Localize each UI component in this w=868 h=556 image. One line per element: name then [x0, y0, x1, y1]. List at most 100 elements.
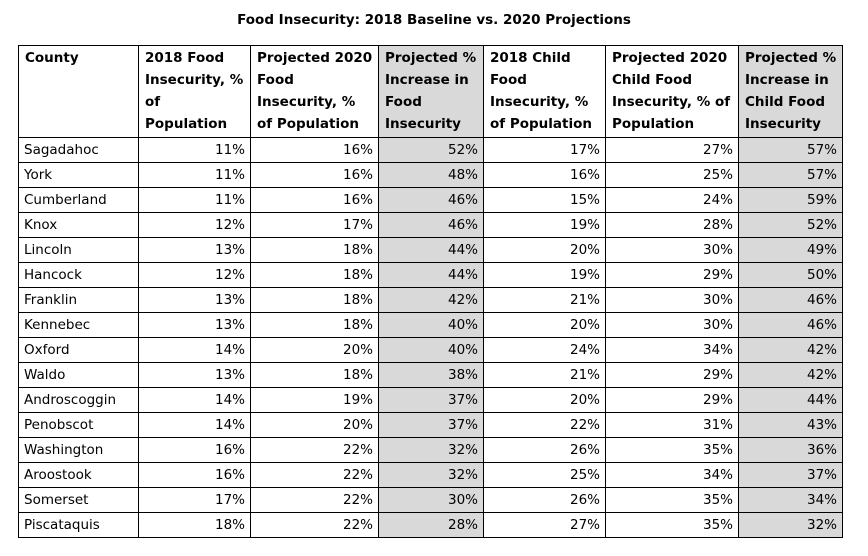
cell-projected-2020-child-food-insecurity: 34%	[605, 337, 739, 363]
table-row: Washington 16% 22% 32% 26% 35% 36%	[18, 437, 843, 463]
cell-projected-2020-food-insecurity: 16%	[250, 137, 379, 163]
cell-projected-2020-food-insecurity: 16%	[250, 162, 379, 188]
cell-projected-2020-child-food-insecurity: 28%	[605, 212, 739, 238]
cell-projected-increase-food-insecurity: 52%	[378, 137, 484, 163]
cell-2018-child-food-insecurity: 16%	[483, 162, 606, 188]
cell-projected-increase-food-insecurity: 46%	[378, 212, 484, 238]
table-row: Somerset 17% 22% 30% 26% 35% 34%	[18, 487, 843, 513]
cell-county: Hancock	[18, 262, 139, 288]
cell-projected-increase-child-food-insecurity: 36%	[738, 437, 843, 463]
cell-county: Cumberland	[18, 187, 139, 213]
cell-projected-increase-child-food-insecurity: 50%	[738, 262, 843, 288]
table-row: Piscataquis 18% 22% 28% 27% 35% 32%	[18, 512, 843, 538]
header-projected-2020-child-food-insecurity: Projected 2020 Child Food Insecurity, % …	[605, 45, 739, 138]
cell-projected-increase-food-insecurity: 30%	[378, 487, 484, 513]
cell-county: Sagadahoc	[18, 137, 139, 163]
cell-2018-food-insecurity: 16%	[138, 462, 251, 488]
cell-county: Androscoggin	[18, 387, 139, 413]
cell-projected-2020-food-insecurity: 16%	[250, 187, 379, 213]
cell-2018-child-food-insecurity: 17%	[483, 137, 606, 163]
cell-county: Waldo	[18, 362, 139, 388]
cell-projected-increase-child-food-insecurity: 44%	[738, 387, 843, 413]
cell-2018-child-food-insecurity: 15%	[483, 187, 606, 213]
cell-2018-child-food-insecurity: 20%	[483, 387, 606, 413]
cell-2018-food-insecurity: 13%	[138, 312, 251, 338]
cell-projected-2020-child-food-insecurity: 35%	[605, 512, 739, 538]
cell-projected-2020-food-insecurity: 22%	[250, 462, 379, 488]
cell-projected-2020-food-insecurity: 17%	[250, 212, 379, 238]
table-row: Knox 12% 17% 46% 19% 28% 52%	[18, 212, 843, 238]
cell-projected-increase-child-food-insecurity: 43%	[738, 412, 843, 438]
header-2018-food-insecurity: 2018 Food Insecurity, % of Population	[138, 45, 251, 138]
cell-projected-increase-child-food-insecurity: 57%	[738, 137, 843, 163]
cell-projected-increase-child-food-insecurity: 52%	[738, 212, 843, 238]
table-row: Hancock 12% 18% 44% 19% 29% 50%	[18, 262, 843, 288]
cell-2018-food-insecurity: 13%	[138, 362, 251, 388]
cell-projected-increase-food-insecurity: 46%	[378, 187, 484, 213]
cell-projected-2020-child-food-insecurity: 30%	[605, 237, 739, 263]
cell-projected-increase-child-food-insecurity: 46%	[738, 312, 843, 338]
cell-projected-increase-child-food-insecurity: 34%	[738, 487, 843, 513]
cell-2018-child-food-insecurity: 21%	[483, 362, 606, 388]
table-row: Cumberland 11% 16% 46% 15% 24% 59%	[18, 187, 843, 213]
cell-county: York	[18, 162, 139, 188]
table-row: Androscoggin 14% 19% 37% 20% 29% 44%	[18, 387, 843, 413]
cell-2018-food-insecurity: 11%	[138, 137, 251, 163]
cell-county: Somerset	[18, 487, 139, 513]
cell-projected-2020-child-food-insecurity: 24%	[605, 187, 739, 213]
cell-2018-child-food-insecurity: 26%	[483, 487, 606, 513]
cell-projected-2020-food-insecurity: 20%	[250, 337, 379, 363]
cell-projected-2020-food-insecurity: 18%	[250, 362, 379, 388]
header-2018-child-food-insecurity: 2018 Child Food Insecurity, % of Populat…	[483, 45, 606, 138]
cell-2018-food-insecurity: 11%	[138, 162, 251, 188]
table-row: Aroostook 16% 22% 32% 25% 34% 37%	[18, 462, 843, 488]
cell-2018-child-food-insecurity: 21%	[483, 287, 606, 313]
cell-2018-food-insecurity: 17%	[138, 487, 251, 513]
table-row: Kennebec 13% 18% 40% 20% 30% 46%	[18, 312, 843, 338]
cell-projected-increase-child-food-insecurity: 37%	[738, 462, 843, 488]
cell-projected-2020-child-food-insecurity: 30%	[605, 312, 739, 338]
cell-projected-increase-child-food-insecurity: 46%	[738, 287, 843, 313]
cell-projected-increase-food-insecurity: 40%	[378, 312, 484, 338]
cell-projected-2020-food-insecurity: 22%	[250, 487, 379, 513]
cell-county: Kennebec	[18, 312, 139, 338]
cell-projected-2020-food-insecurity: 22%	[250, 512, 379, 538]
table-title: Food Insecurity: 2018 Baseline vs. 2020 …	[237, 12, 631, 28]
cell-projected-2020-child-food-insecurity: 31%	[605, 412, 739, 438]
cell-projected-2020-food-insecurity: 22%	[250, 437, 379, 463]
cell-county: Piscataquis	[18, 512, 139, 538]
cell-projected-increase-food-insecurity: 42%	[378, 287, 484, 313]
cell-projected-2020-food-insecurity: 18%	[250, 287, 379, 313]
cell-projected-2020-child-food-insecurity: 34%	[605, 462, 739, 488]
cell-projected-increase-food-insecurity: 37%	[378, 412, 484, 438]
table-body: Sagadahoc 11% 16% 52% 17% 27% 57% York 11% 16% 48%…	[18, 137, 843, 538]
cell-county: Franklin	[18, 287, 139, 313]
cell-2018-child-food-insecurity: 20%	[483, 237, 606, 263]
cell-2018-food-insecurity: 14%	[138, 337, 251, 363]
cell-county: Aroostook	[18, 462, 139, 488]
cell-projected-increase-child-food-insecurity: 32%	[738, 512, 843, 538]
cell-county: Knox	[18, 212, 139, 238]
cell-projected-2020-food-insecurity: 20%	[250, 412, 379, 438]
cell-2018-food-insecurity: 14%	[138, 387, 251, 413]
cell-projected-increase-food-insecurity: 37%	[378, 387, 484, 413]
cell-projected-2020-food-insecurity: 18%	[250, 262, 379, 288]
cell-projected-2020-child-food-insecurity: 29%	[605, 262, 739, 288]
cell-2018-child-food-insecurity: 24%	[483, 337, 606, 363]
cell-projected-2020-child-food-insecurity: 30%	[605, 287, 739, 313]
cell-2018-food-insecurity: 12%	[138, 262, 251, 288]
cell-2018-child-food-insecurity: 22%	[483, 412, 606, 438]
cell-projected-increase-child-food-insecurity: 57%	[738, 162, 843, 188]
cell-projected-increase-food-insecurity: 40%	[378, 337, 484, 363]
cell-2018-child-food-insecurity: 19%	[483, 262, 606, 288]
cell-projected-increase-child-food-insecurity: 49%	[738, 237, 843, 263]
table-row: Oxford 14% 20% 40% 24% 34% 42%	[18, 337, 843, 363]
table-row: York 11% 16% 48% 16% 25% 57%	[18, 162, 843, 188]
cell-projected-increase-child-food-insecurity: 59%	[738, 187, 843, 213]
cell-2018-food-insecurity: 13%	[138, 287, 251, 313]
cell-county: Washington	[18, 437, 139, 463]
cell-2018-food-insecurity: 16%	[138, 437, 251, 463]
cell-projected-increase-food-insecurity: 44%	[378, 237, 484, 263]
cell-projected-2020-child-food-insecurity: 29%	[605, 362, 739, 388]
cell-projected-increase-child-food-insecurity: 42%	[738, 337, 843, 363]
